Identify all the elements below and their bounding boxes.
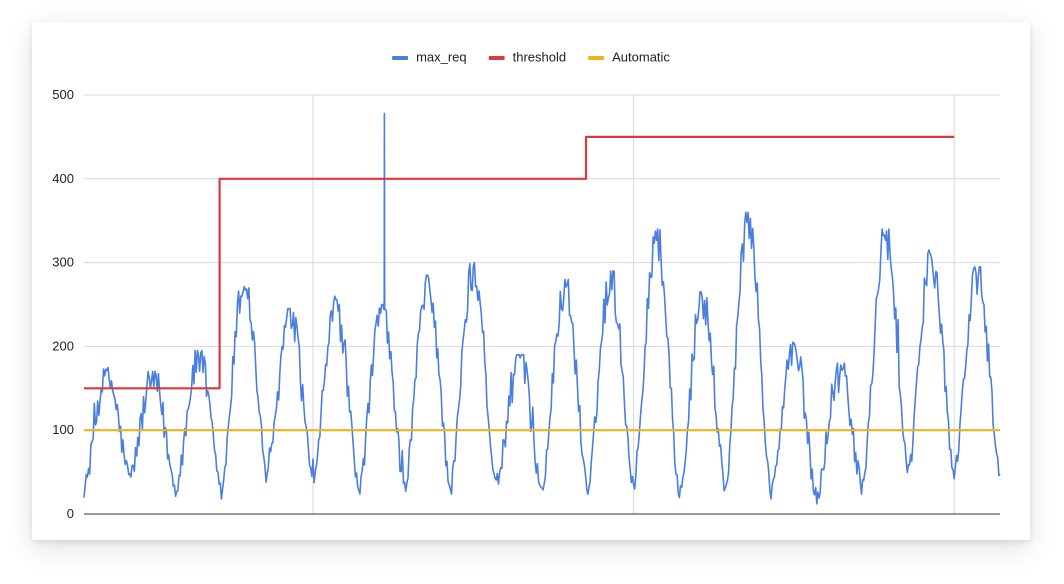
legend-swatch-max-req — [392, 56, 409, 60]
legend-swatch-automatic — [588, 56, 605, 60]
legend-item-max-req[interactable]: max_req — [392, 50, 467, 65]
line-chart: 0 100 200 300 400 500 max_req threshold Automat… — [52, 50, 1001, 521]
grid-layer — [84, 94, 1000, 514]
series-layer — [83, 112, 1001, 505]
series-line-threshold — [84, 135, 955, 390]
chart-card: 0 100 200 300 400 500 max_req threshold Automat… — [32, 22, 1030, 540]
y-tick-label-500: 500 — [52, 87, 74, 102]
legend-label-automatic: Automatic — [612, 50, 670, 65]
legend-label-threshold: threshold — [513, 50, 566, 65]
y-tick-label-300: 300 — [52, 255, 74, 270]
axis-layer: 0 100 200 300 400 500 — [52, 87, 1000, 521]
legend-label-max-req: max_req — [416, 50, 467, 65]
y-tick-label-200: 200 — [52, 338, 74, 353]
legend-item-automatic[interactable]: Automatic — [588, 50, 670, 65]
y-tick-label-400: 400 — [52, 171, 74, 186]
series-line-max-req — [83, 112, 1001, 505]
legend-swatch-threshold — [488, 56, 505, 60]
legend: max_req threshold Automatic — [392, 50, 670, 65]
y-tick-label-100: 100 — [52, 422, 74, 437]
legend-item-threshold[interactable]: threshold — [488, 50, 566, 65]
y-tick-label-0: 0 — [67, 506, 74, 521]
